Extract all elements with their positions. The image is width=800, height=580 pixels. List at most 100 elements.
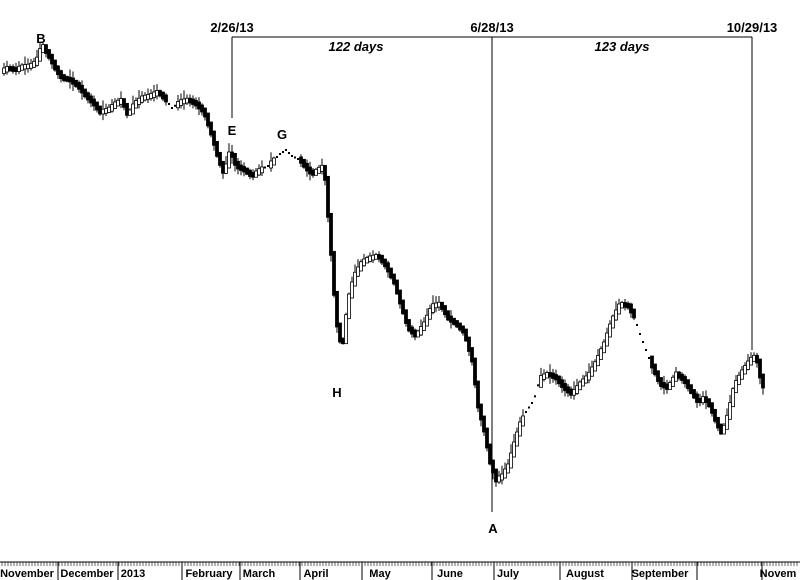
price-bar [185,94,189,105]
price-bar [506,459,510,474]
month-label: May [369,568,391,580]
price-bar [35,49,39,67]
price-bar [587,363,591,384]
price-bar [242,162,246,177]
price-bar [332,250,336,298]
price-bar [395,279,399,295]
month-label: Novem [760,568,797,580]
price-bar [311,167,315,178]
price-bar [731,387,735,408]
point-label-b: B [36,31,45,46]
price-bar [692,389,696,400]
price-bar [276,156,278,158]
price-bar [557,375,561,387]
price-bar [227,143,231,169]
price-bar [131,95,135,115]
price-bar [74,79,78,88]
price-bar [179,93,183,109]
price-bar [164,93,168,106]
price-bar [257,164,261,176]
price-bar [503,462,507,479]
price-bar [288,152,290,154]
price-bar [71,71,75,92]
price-bar [443,305,447,318]
price-bar [383,258,387,270]
price-bar [596,348,600,367]
price-bar [554,369,558,385]
price-bar [686,379,690,392]
price-bar [650,355,654,374]
price-bar [254,168,258,178]
price-bar [719,423,723,435]
price-bar [653,363,657,377]
price-bar [314,167,318,176]
price-bar [236,157,240,175]
price-bar [680,372,684,384]
price-bar [569,386,573,399]
price-bar [110,99,114,113]
price-bar [537,384,539,387]
price-bar [356,259,360,278]
price-bar [632,308,636,321]
price-bar [212,130,216,151]
price-bar [98,105,102,116]
price-bar [404,309,408,327]
price-bar [2,62,6,76]
price-bar [497,470,501,484]
price-bar [221,160,225,179]
price-bar [291,155,293,157]
price-bar [560,376,564,393]
span-label: 123 days [595,39,650,54]
price-bar [398,289,402,309]
price-bar [149,89,153,101]
price-bar [230,144,234,164]
price-bar [86,91,90,104]
price-bar [464,328,468,342]
price-bar [500,465,504,485]
price-bar [642,341,644,343]
price-bar [260,160,264,177]
price-bar [62,73,66,83]
month-label: September [632,568,690,580]
price-bar [515,427,519,447]
cycle-brackets: 2/26/13 6/28/13 10/29/13 122 days 123 days [210,20,777,512]
price-bar [168,103,170,105]
price-bar [608,320,612,338]
price-bar [386,260,390,278]
price-bar [302,158,306,169]
price-bar [639,333,641,335]
month-label: June [437,568,463,580]
price-bar [593,359,597,372]
price-bar [200,103,204,116]
price-bars [2,42,765,487]
cycle-date-label: 6/28/13 [470,20,513,35]
price-bar [308,161,312,181]
price-bar [68,69,72,89]
price-bar [662,375,666,395]
price-bar [155,84,159,100]
price-bar [320,158,324,175]
price-bar [512,433,516,458]
price-bar [350,276,354,299]
price-bar [671,374,675,387]
price-bar [116,97,120,107]
price-bar [11,64,15,74]
price-bar [44,44,48,58]
price-bar [389,267,393,280]
price-bar [659,377,663,390]
price-bar [725,408,729,430]
cycle-date-label: 2/26/13 [210,20,253,35]
price-bar [542,369,546,382]
price-bar [272,156,276,166]
price-bar [452,317,456,326]
price-bar [233,152,237,172]
month-label: November [0,568,55,580]
price-bar [695,391,699,408]
price-bar [437,296,441,311]
price-bar [548,364,552,384]
price-bar [645,349,647,351]
price-bar [566,383,570,397]
price-bar [551,368,555,383]
price-bar [89,93,93,108]
price-bar [267,165,269,167]
